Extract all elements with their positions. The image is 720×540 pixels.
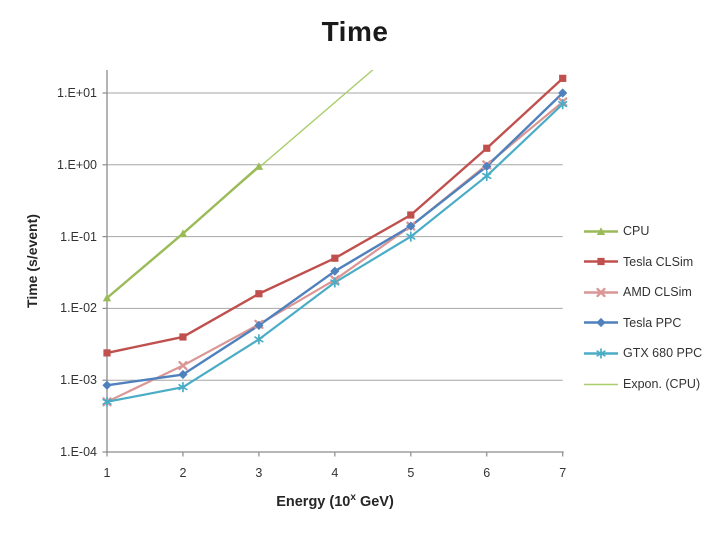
- y-tick-label: 1.E-03: [60, 373, 97, 388]
- x-tick-label: 3: [255, 466, 263, 480]
- legend-item-amd-clsim: AMD CLSim: [584, 285, 692, 299]
- x-tick-label: 7: [559, 466, 567, 480]
- legend-item-gtx-680-ppc: GTX 680 PPC: [584, 346, 702, 360]
- amd-clsim-line-sample-icon: [584, 287, 618, 297]
- tesla-clsim-line-sample-icon: [584, 257, 618, 266]
- legend-label: GTX 680 PPC: [623, 346, 703, 361]
- legend-label: CPU: [623, 224, 650, 238]
- legend-label: AMD CLSim: [623, 285, 692, 300]
- y-tick-label: 1.E-04: [60, 445, 97, 459]
- x-axis-title-superscript: x: [350, 492, 356, 503]
- legend-label: Tesla PPC: [623, 315, 682, 330]
- x-axis-title: Energy (10x GeV): [107, 492, 563, 510]
- x-axis-title-prefix: Energy (10: [276, 493, 351, 510]
- legend-item-tesla-ppc: Tesla PPC: [584, 316, 681, 330]
- y-tick-label: 1.E-02: [60, 301, 97, 316]
- legend-item-tesla-clsim: Tesla CLSim: [584, 255, 693, 269]
- x-tick-label: 1: [103, 466, 111, 480]
- cpu-line-sample-icon: [584, 226, 618, 235]
- x-tick-label: 5: [407, 466, 415, 480]
- legend-label: Tesla CLSim: [623, 254, 694, 269]
- x-tick-label: 6: [483, 466, 491, 480]
- legend-label: Expon. (CPU): [623, 377, 701, 391]
- tesla-ppc-line-sample-icon: [584, 318, 618, 328]
- legend-item-cpu: CPU: [584, 224, 649, 238]
- legend-item-expon-cpu: Expon. (CPU): [584, 377, 700, 391]
- expon-cpu-line-sample-icon: [584, 383, 618, 385]
- y-tick-label: 1.E-01: [60, 229, 97, 244]
- y-tick-label: 1.E+01: [57, 86, 97, 100]
- y-tick-label: 1.E+00: [57, 157, 97, 172]
- x-tick-label: 2: [179, 466, 187, 480]
- gtx-680-ppc-line-sample-icon: [584, 348, 618, 359]
- chart-title: Time: [321, 16, 389, 47]
- x-tick-label: 4: [331, 466, 339, 480]
- x-axis-title-suffix: GeV): [355, 493, 394, 510]
